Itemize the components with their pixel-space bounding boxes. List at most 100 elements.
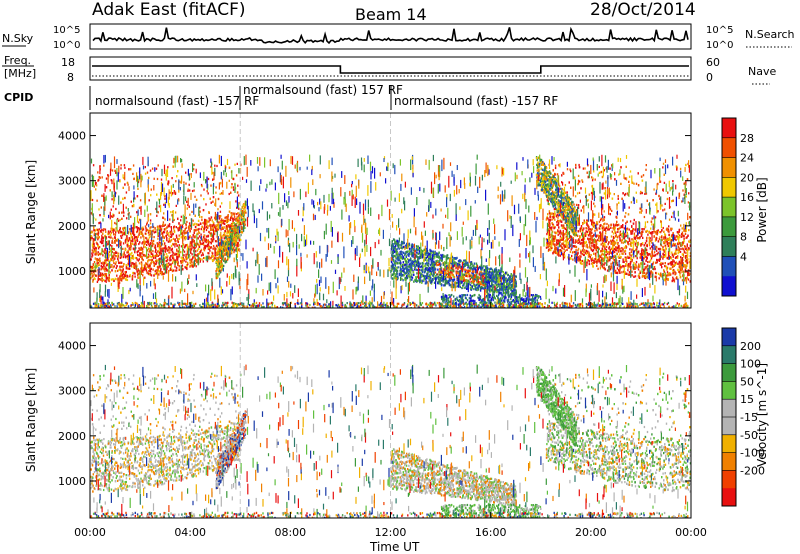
data-point [590, 254, 592, 257]
data-point [180, 219, 182, 222]
data-point [686, 276, 688, 279]
data-point [138, 262, 141, 265]
data-point [161, 232, 164, 235]
data-point [113, 279, 115, 282]
data-point [114, 241, 116, 244]
data-point [128, 247, 130, 250]
cpid-segment-1: normalsound (fast) -157 RF [95, 94, 259, 108]
data-point [618, 234, 620, 238]
data-point [173, 227, 175, 230]
data-point [163, 236, 165, 239]
data-point [626, 220, 628, 223]
data-point [105, 186, 108, 189]
data-point [670, 261, 672, 264]
nsearch-label: N.Search [745, 28, 795, 41]
data-point [584, 251, 587, 254]
data-point [170, 255, 172, 258]
data-point [144, 166, 146, 169]
data-point [575, 203, 578, 206]
data-point [236, 213, 238, 216]
data-point [126, 239, 128, 242]
data-point [199, 243, 202, 246]
data-point [638, 263, 640, 266]
data-point [689, 240, 691, 244]
data-point [687, 234, 689, 237]
data-point [608, 224, 610, 227]
data-point [210, 246, 212, 249]
data-point [178, 265, 180, 268]
data-point [202, 243, 205, 246]
data-point [591, 223, 593, 226]
data-point [109, 271, 111, 274]
data-point [587, 234, 590, 237]
data-point [210, 242, 212, 245]
data-point [563, 248, 565, 251]
data-point [602, 245, 604, 248]
data-point [136, 226, 138, 229]
data-point [153, 256, 155, 259]
data-point [650, 255, 653, 258]
data-point [203, 198, 205, 201]
data-point [577, 239, 579, 243]
data-point [229, 225, 232, 228]
data-point [627, 266, 629, 269]
data-point [233, 225, 236, 228]
data-point [216, 245, 218, 248]
data-point [215, 186, 217, 189]
data-point [550, 212, 552, 215]
data-point [208, 231, 211, 234]
data-point [185, 255, 187, 258]
data-point [144, 232, 147, 235]
data-point [180, 251, 182, 254]
data-point [547, 245, 549, 249]
data-point [649, 273, 651, 276]
data-point [97, 245, 99, 248]
data-point [219, 244, 221, 247]
data-point [108, 276, 110, 280]
data-point [677, 242, 679, 245]
data-point [680, 224, 682, 227]
data-point [127, 213, 129, 216]
data-point [573, 251, 576, 254]
data-point [101, 228, 103, 231]
data-point [167, 166, 169, 169]
data-point [107, 279, 109, 282]
data-point [684, 245, 686, 248]
data-point [598, 260, 601, 263]
data-point [234, 212, 236, 215]
data-point [189, 189, 191, 192]
data-point [622, 270, 625, 273]
data-point [156, 177, 159, 181]
data-point [615, 248, 617, 251]
data-point [92, 250, 95, 253]
data-point [560, 224, 563, 227]
data-point [199, 206, 201, 209]
data-point [588, 225, 590, 229]
data-point [570, 257, 572, 260]
data-point [119, 256, 122, 259]
data-point [109, 259, 112, 262]
data-point [657, 229, 659, 232]
data-point [167, 255, 169, 258]
data-point [137, 259, 140, 262]
data-point [185, 244, 187, 247]
data-point [196, 232, 198, 235]
data-point [620, 166, 622, 169]
data-point [97, 228, 99, 231]
data-point [664, 233, 666, 236]
data-point [591, 221, 593, 224]
data-point [164, 197, 166, 200]
nsky-frame [89, 23, 692, 50]
data-point [170, 231, 172, 234]
data-point [99, 257, 101, 260]
data-point [583, 244, 585, 247]
data-point [148, 247, 150, 250]
data-point [150, 194, 152, 197]
data-point [160, 228, 162, 231]
data-point [122, 253, 124, 257]
data-point [558, 164, 560, 167]
data-point [593, 260, 595, 263]
data-point [111, 258, 113, 261]
data-point [173, 229, 176, 232]
data-point [126, 181, 129, 184]
